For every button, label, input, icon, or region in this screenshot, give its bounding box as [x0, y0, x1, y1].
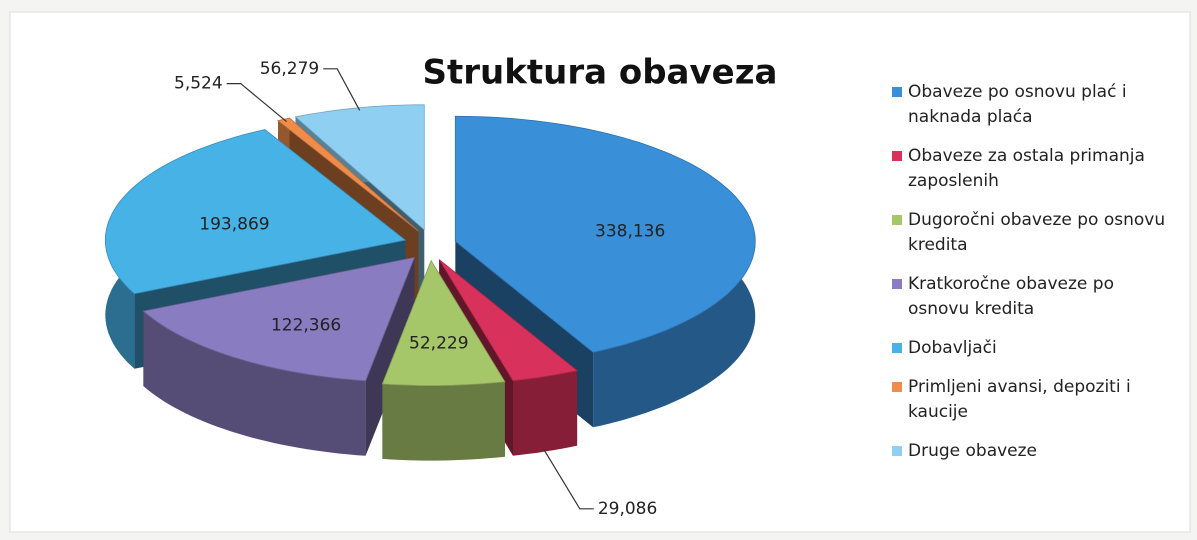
slice [381, 259, 506, 387]
data-label: 29,086 [598, 499, 657, 519]
legend-label: Druge obaveze [908, 441, 1037, 461]
data-label: 5,524 [174, 74, 223, 94]
slice [438, 259, 579, 382]
legend-label: Obaveze za ostala primanja zaposlenih [908, 146, 1145, 191]
slice-group [142, 256, 416, 456]
data-label: 56,279 [260, 59, 319, 79]
leader-line [226, 82, 287, 123]
legend-label: Dugoročni obaveze po osnovu kredita [908, 210, 1165, 255]
slice [454, 115, 756, 353]
legend-label: Primljeni avansi, depoziti i kaucije [908, 377, 1131, 422]
legend-swatch [892, 343, 902, 353]
slice-wall [382, 381, 505, 461]
slice-group [381, 259, 506, 461]
data-label: 52,229 [409, 334, 468, 354]
slice-wall [143, 311, 366, 456]
legend-label: Kratkoročne obaveze po osnovu kredita [908, 274, 1114, 319]
legend-label: Dobavljači [908, 338, 997, 358]
legend-swatch [892, 151, 902, 161]
legend-swatch [892, 87, 902, 97]
legend-swatch [892, 215, 902, 225]
leader-line [543, 448, 594, 510]
data-label: 338,136 [595, 222, 665, 242]
legend-swatch [892, 279, 902, 289]
legend-swatch [892, 382, 902, 392]
leader-line [323, 68, 361, 111]
legend-label: Obaveze po osnovu plać i naknada plaća [908, 82, 1127, 127]
data-label: 122,366 [271, 315, 341, 335]
chart-title: Struktura obaveza [423, 53, 778, 93]
slice-wall [513, 370, 578, 456]
slice [104, 129, 407, 295]
slice [142, 256, 416, 382]
data-label: 193,869 [199, 214, 269, 234]
legend-swatch [892, 446, 902, 456]
